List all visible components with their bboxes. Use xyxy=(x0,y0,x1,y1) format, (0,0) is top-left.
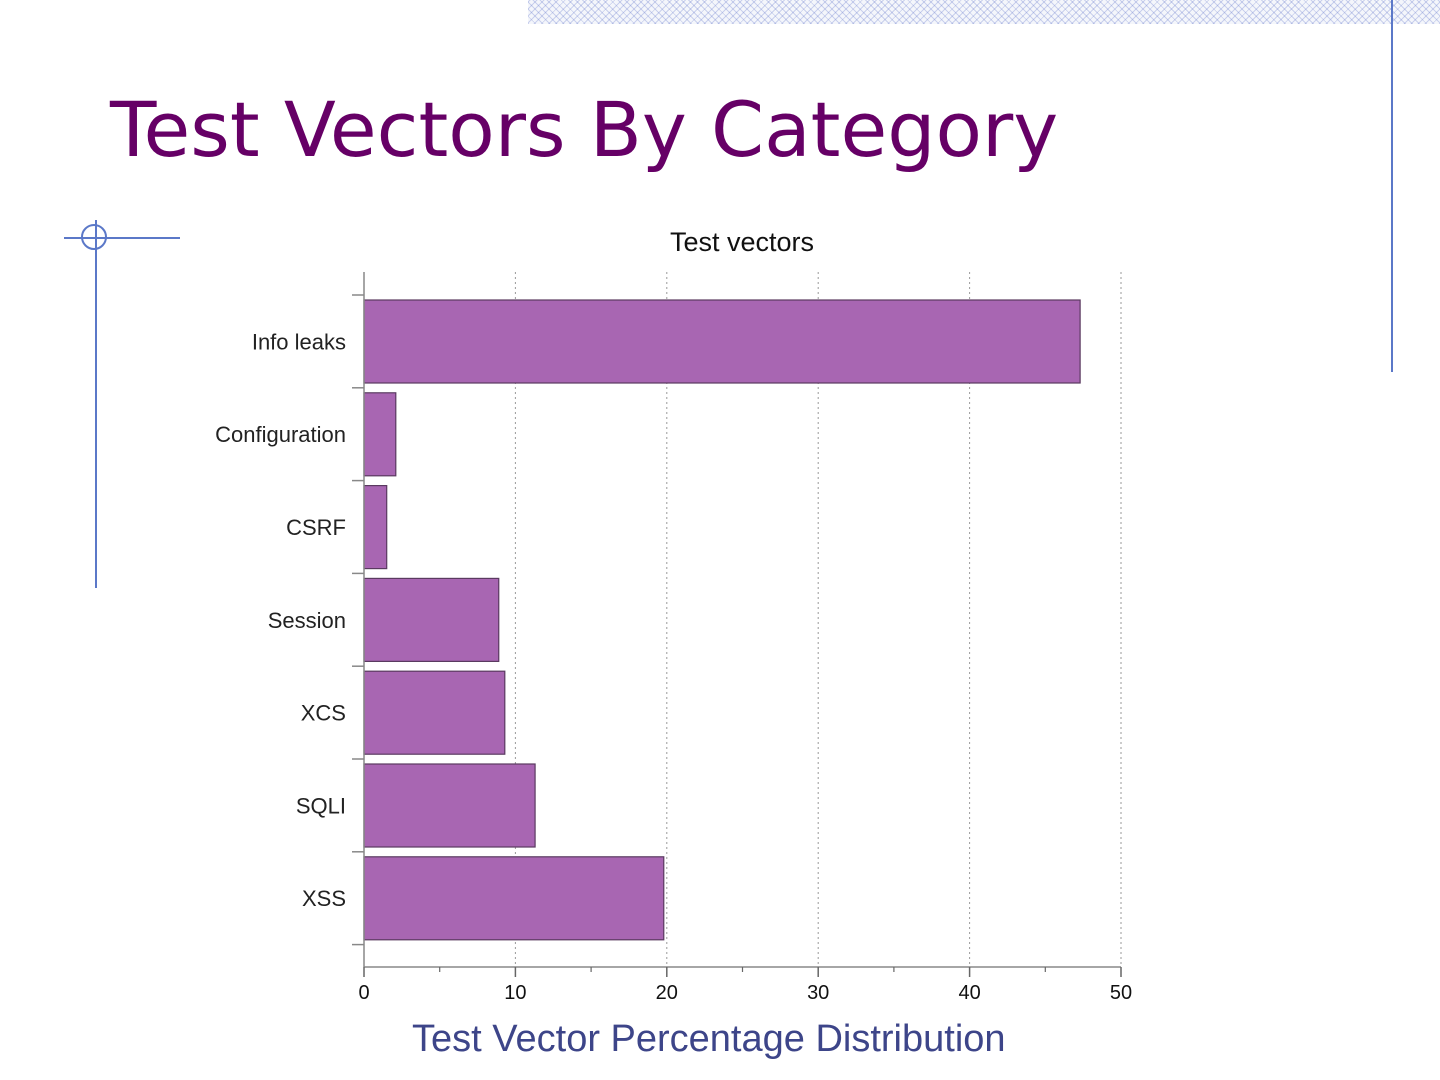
chart-bars xyxy=(363,299,1081,941)
left-accent-rule xyxy=(95,220,97,588)
bar xyxy=(363,763,536,848)
x-tick-label: 0 xyxy=(358,982,369,1004)
category-label: XSS xyxy=(302,886,346,911)
chart-axes xyxy=(352,272,1122,977)
category-label: Session xyxy=(268,608,346,633)
x-tick-label: 20 xyxy=(656,982,678,1004)
bar xyxy=(363,392,397,477)
right-accent-rule xyxy=(1391,0,1393,372)
category-label: SQLI xyxy=(296,793,346,818)
category-label: CSRF xyxy=(286,515,346,540)
bar xyxy=(363,299,1081,384)
chart-gridlines xyxy=(514,272,1122,967)
chart-caption: Test Vector Percentage Distribution xyxy=(412,1018,1006,1060)
bar xyxy=(363,856,665,941)
bar xyxy=(363,670,506,755)
x-tick-label: 40 xyxy=(958,982,980,1004)
category-labels: Info leaks Configuration CSRF Session XCS SQL… xyxy=(215,329,346,911)
circle-ornament-icon xyxy=(81,224,107,250)
category-label: Configuration xyxy=(215,422,346,447)
chart-title: Test vectors xyxy=(670,227,814,257)
category-label: Info leaks xyxy=(252,329,346,354)
title-underline-rule xyxy=(64,237,180,239)
header-pattern xyxy=(528,0,1440,24)
x-tick-labels: 0 10 20 30 40 50 xyxy=(358,982,1132,1004)
bar xyxy=(363,485,388,570)
x-tick-label: 30 xyxy=(807,982,829,1004)
bar xyxy=(363,577,500,663)
x-tick-label: 10 xyxy=(504,982,526,1004)
category-label: XCS xyxy=(301,701,346,726)
x-tick-label: 50 xyxy=(1110,982,1132,1004)
slide-title: Test Vectors By Category xyxy=(110,85,1059,174)
